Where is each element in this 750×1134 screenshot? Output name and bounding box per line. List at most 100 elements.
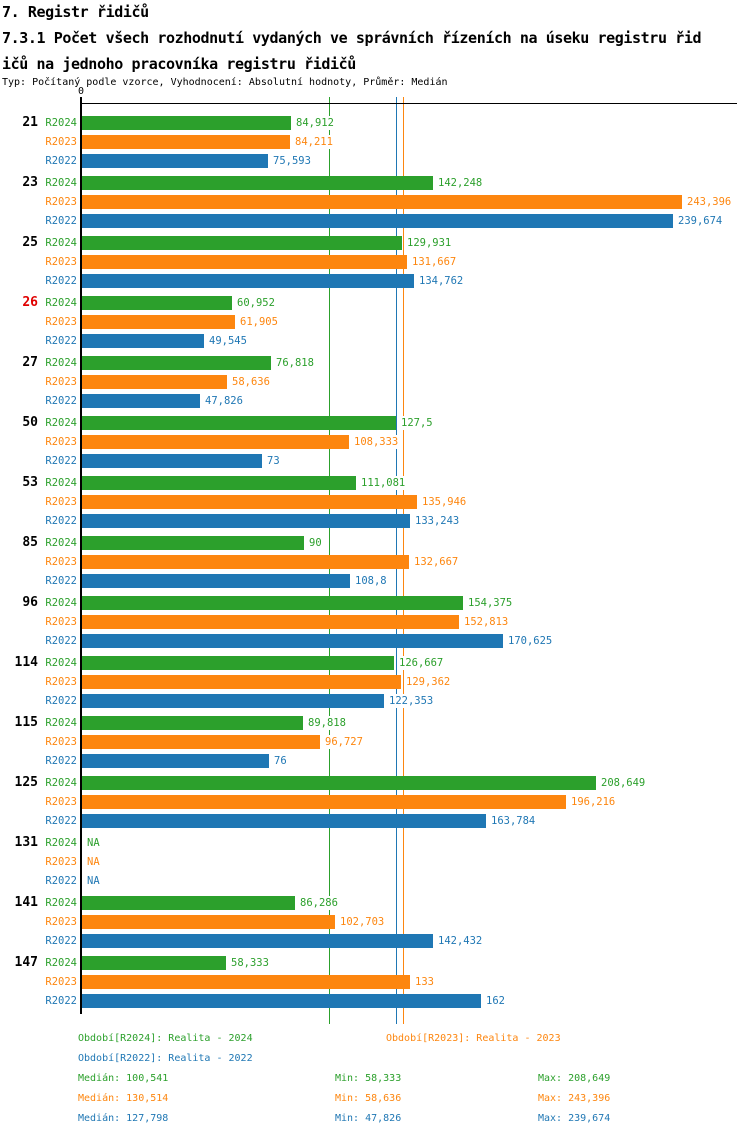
- min-r2022: Min: 47,826: [335, 1113, 402, 1124]
- bar-96-r2024: [82, 596, 463, 610]
- category-label-50: 50: [22, 415, 38, 430]
- bar-147-r2023: [82, 975, 410, 989]
- bar-value-label-27-r2023: 58,636: [231, 375, 271, 389]
- bar-value-label-26-r2023: 61,905: [239, 315, 279, 329]
- y-axis-line: [80, 103, 82, 1014]
- bar-value-label-141-r2024: 86,286: [299, 896, 339, 910]
- bar-23-r2024: [82, 176, 433, 190]
- series-label-r2022: R2022: [45, 995, 77, 1007]
- report-section-title: 7. Registr řidičů: [2, 3, 149, 21]
- series-label-r2024: R2024: [45, 777, 77, 789]
- bar-141-r2022: [82, 934, 433, 948]
- bar-96-r2023: [82, 615, 459, 629]
- bar-value-label-125-r2024: 208,649: [600, 776, 647, 790]
- bar-27-r2023: [82, 375, 227, 389]
- category-label-27: 27: [22, 355, 38, 370]
- series-label-r2022: R2022: [45, 155, 77, 167]
- bar-value-label-50-r2022: 73: [266, 454, 281, 468]
- series-label-r2022: R2022: [45, 635, 77, 647]
- bar-125-r2023: [82, 795, 566, 809]
- series-label-r2024: R2024: [45, 537, 77, 549]
- bar-114-r2023: [82, 675, 401, 689]
- series-label-r2022: R2022: [45, 215, 77, 227]
- series-label-r2022: R2022: [45, 935, 77, 947]
- bar-value-label-115-r2023: 96,727: [324, 735, 364, 749]
- bar-value-label-85-r2022: 108,8: [354, 574, 388, 588]
- series-label-r2022: R2022: [45, 395, 77, 407]
- bar-value-label-125-r2022: 163,784: [490, 814, 537, 828]
- series-label-r2023: R2023: [45, 136, 77, 148]
- series-label-r2023: R2023: [45, 496, 77, 508]
- bar-value-label-96-r2022: 170,625: [507, 634, 554, 648]
- bar-125-r2024: [82, 776, 596, 790]
- series-label-r2024: R2024: [45, 297, 77, 309]
- series-label-r2023: R2023: [45, 916, 77, 928]
- bar-value-label-96-r2024: 154,375: [467, 596, 514, 610]
- bar-value-label-23-r2023: 243,396: [686, 195, 733, 209]
- bar-value-label-141-r2022: 142,432: [437, 934, 484, 948]
- category-label-96: 96: [22, 595, 38, 610]
- bar-value-label-21-r2022: 75,593: [272, 154, 312, 168]
- category-label-114: 114: [14, 655, 38, 670]
- max-r2024: Max: 208,649: [538, 1073, 611, 1084]
- category-label-147: 147: [14, 955, 38, 970]
- bar-value-label-21-r2023: 84,211: [294, 135, 334, 149]
- bar-value-label-141-r2023: 102,703: [339, 915, 386, 929]
- bar-21-r2022: [82, 154, 268, 168]
- bar-value-label-25-r2022: 134,762: [418, 274, 465, 288]
- series-label-r2023: R2023: [45, 436, 77, 448]
- bar-value-label-125-r2023: 196,216: [570, 795, 617, 809]
- series-label-r2024: R2024: [45, 417, 77, 429]
- bar-147-r2024: [82, 956, 226, 970]
- bar-85-r2023: [82, 555, 409, 569]
- bar-value-label-147-r2024: 58,333: [230, 956, 270, 970]
- bar-value-label-21-r2024: 84,912: [295, 116, 335, 130]
- bar-value-label-131-r2023: NA: [86, 855, 101, 869]
- series-label-r2022: R2022: [45, 275, 77, 287]
- series-label-r2023: R2023: [45, 796, 77, 808]
- series-label-r2024: R2024: [45, 117, 77, 129]
- bar-26-r2022: [82, 334, 204, 348]
- bar-value-label-26-r2024: 60,952: [236, 296, 276, 310]
- category-label-131: 131: [14, 835, 38, 850]
- bar-value-label-131-r2022: NA: [86, 874, 101, 888]
- bar-115-r2022: [82, 754, 269, 768]
- max-r2023: Max: 243,396: [538, 1093, 611, 1104]
- bar-25-r2022: [82, 274, 414, 288]
- bar-141-r2024: [82, 896, 295, 910]
- chart-meta: Typ: Počítaný podle vzorce, Vyhodnocení:…: [2, 77, 448, 88]
- x-axis-line: [81, 103, 737, 104]
- series-label-r2022: R2022: [45, 695, 77, 707]
- series-label-r2023: R2023: [45, 556, 77, 568]
- bar-27-r2024: [82, 356, 271, 370]
- bar-53-r2024: [82, 476, 356, 490]
- bar-23-r2023: [82, 195, 682, 209]
- bar-value-label-25-r2024: 129,931: [406, 236, 453, 250]
- median-r2024: Medián: 100,541: [78, 1073, 169, 1084]
- series-label-r2024: R2024: [45, 237, 77, 249]
- bar-50-r2024: [82, 416, 396, 430]
- series-label-r2022: R2022: [45, 815, 77, 827]
- bar-125-r2022: [82, 814, 486, 828]
- series-label-r2022: R2022: [45, 875, 77, 887]
- chart-title-line1: 7.3.1 Počet všech rozhodnutí vydaných ve…: [2, 29, 702, 47]
- series-label-r2023: R2023: [45, 256, 77, 268]
- min-r2024: Min: 58,333: [335, 1073, 402, 1084]
- bar-value-label-115-r2022: 76: [273, 754, 288, 768]
- legend-r2024: Období[R2024]: Realita - 2024: [78, 1033, 253, 1044]
- category-label-21: 21: [22, 115, 38, 130]
- bar-53-r2022: [82, 514, 410, 528]
- series-label-r2024: R2024: [45, 657, 77, 669]
- bar-value-label-115-r2024: 89,818: [307, 716, 347, 730]
- bar-value-label-26-r2022: 49,545: [208, 334, 248, 348]
- series-label-r2022: R2022: [45, 575, 77, 587]
- legend-r2023: Období[R2023]: Realita - 2023: [386, 1033, 561, 1044]
- series-label-r2022: R2022: [45, 515, 77, 527]
- series-label-r2022: R2022: [45, 455, 77, 467]
- bar-value-label-27-r2024: 76,818: [275, 356, 315, 370]
- bar-85-r2022: [82, 574, 350, 588]
- series-label-r2023: R2023: [45, 676, 77, 688]
- bar-25-r2023: [82, 255, 407, 269]
